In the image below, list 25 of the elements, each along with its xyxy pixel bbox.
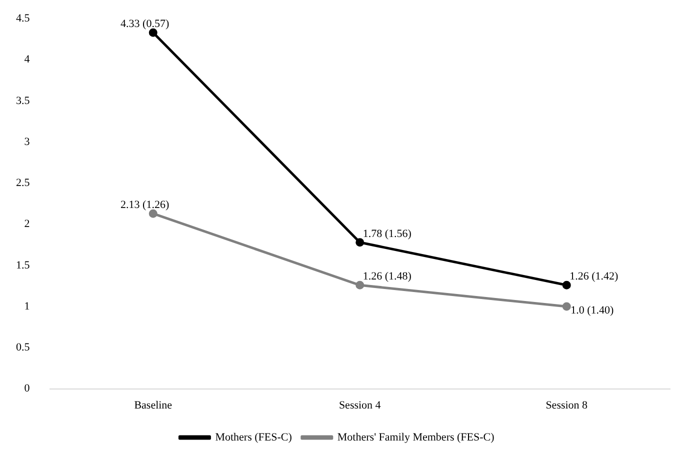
point <box>562 280 571 290</box>
x-tick-label: Session 4 <box>338 399 382 412</box>
data-label: 2.13 (1.26) <box>120 198 170 211</box>
point <box>356 280 364 290</box>
data-label: 4.33 (0.57) <box>120 18 170 30</box>
y-tick-label: 4.5 <box>16 12 30 24</box>
data-label: 1.26 (1.48) <box>362 270 412 283</box>
x-tick-label: Baseline <box>134 399 172 412</box>
data-label: 1.78 (1.56) <box>362 228 412 240</box>
data-label: 1.0 (1.40) <box>570 304 614 316</box>
y-tick-label: 1 <box>24 300 30 312</box>
y-tick-label: 2.5 <box>16 177 30 190</box>
y-tick-label: 2 <box>24 218 30 230</box>
x-tick-label: Session 8 <box>546 399 588 412</box>
y-tick-label: 0.5 <box>16 342 30 354</box>
y-tick-label: 0 <box>24 382 30 395</box>
point <box>356 238 364 247</box>
y-tick-label: 4 <box>24 54 30 66</box>
legend-label: Mothers' Family Members (FES-C) <box>337 431 495 444</box>
y-tick-label: 3.5 <box>16 94 30 107</box>
y-tick-label: 1.5 <box>16 259 30 272</box>
legend-label: Mothers (FES-C) <box>215 431 292 444</box>
y-tick-label: 3 <box>24 136 30 148</box>
point <box>562 302 571 311</box>
data-label: 1.26 (1.42) <box>570 270 619 283</box>
